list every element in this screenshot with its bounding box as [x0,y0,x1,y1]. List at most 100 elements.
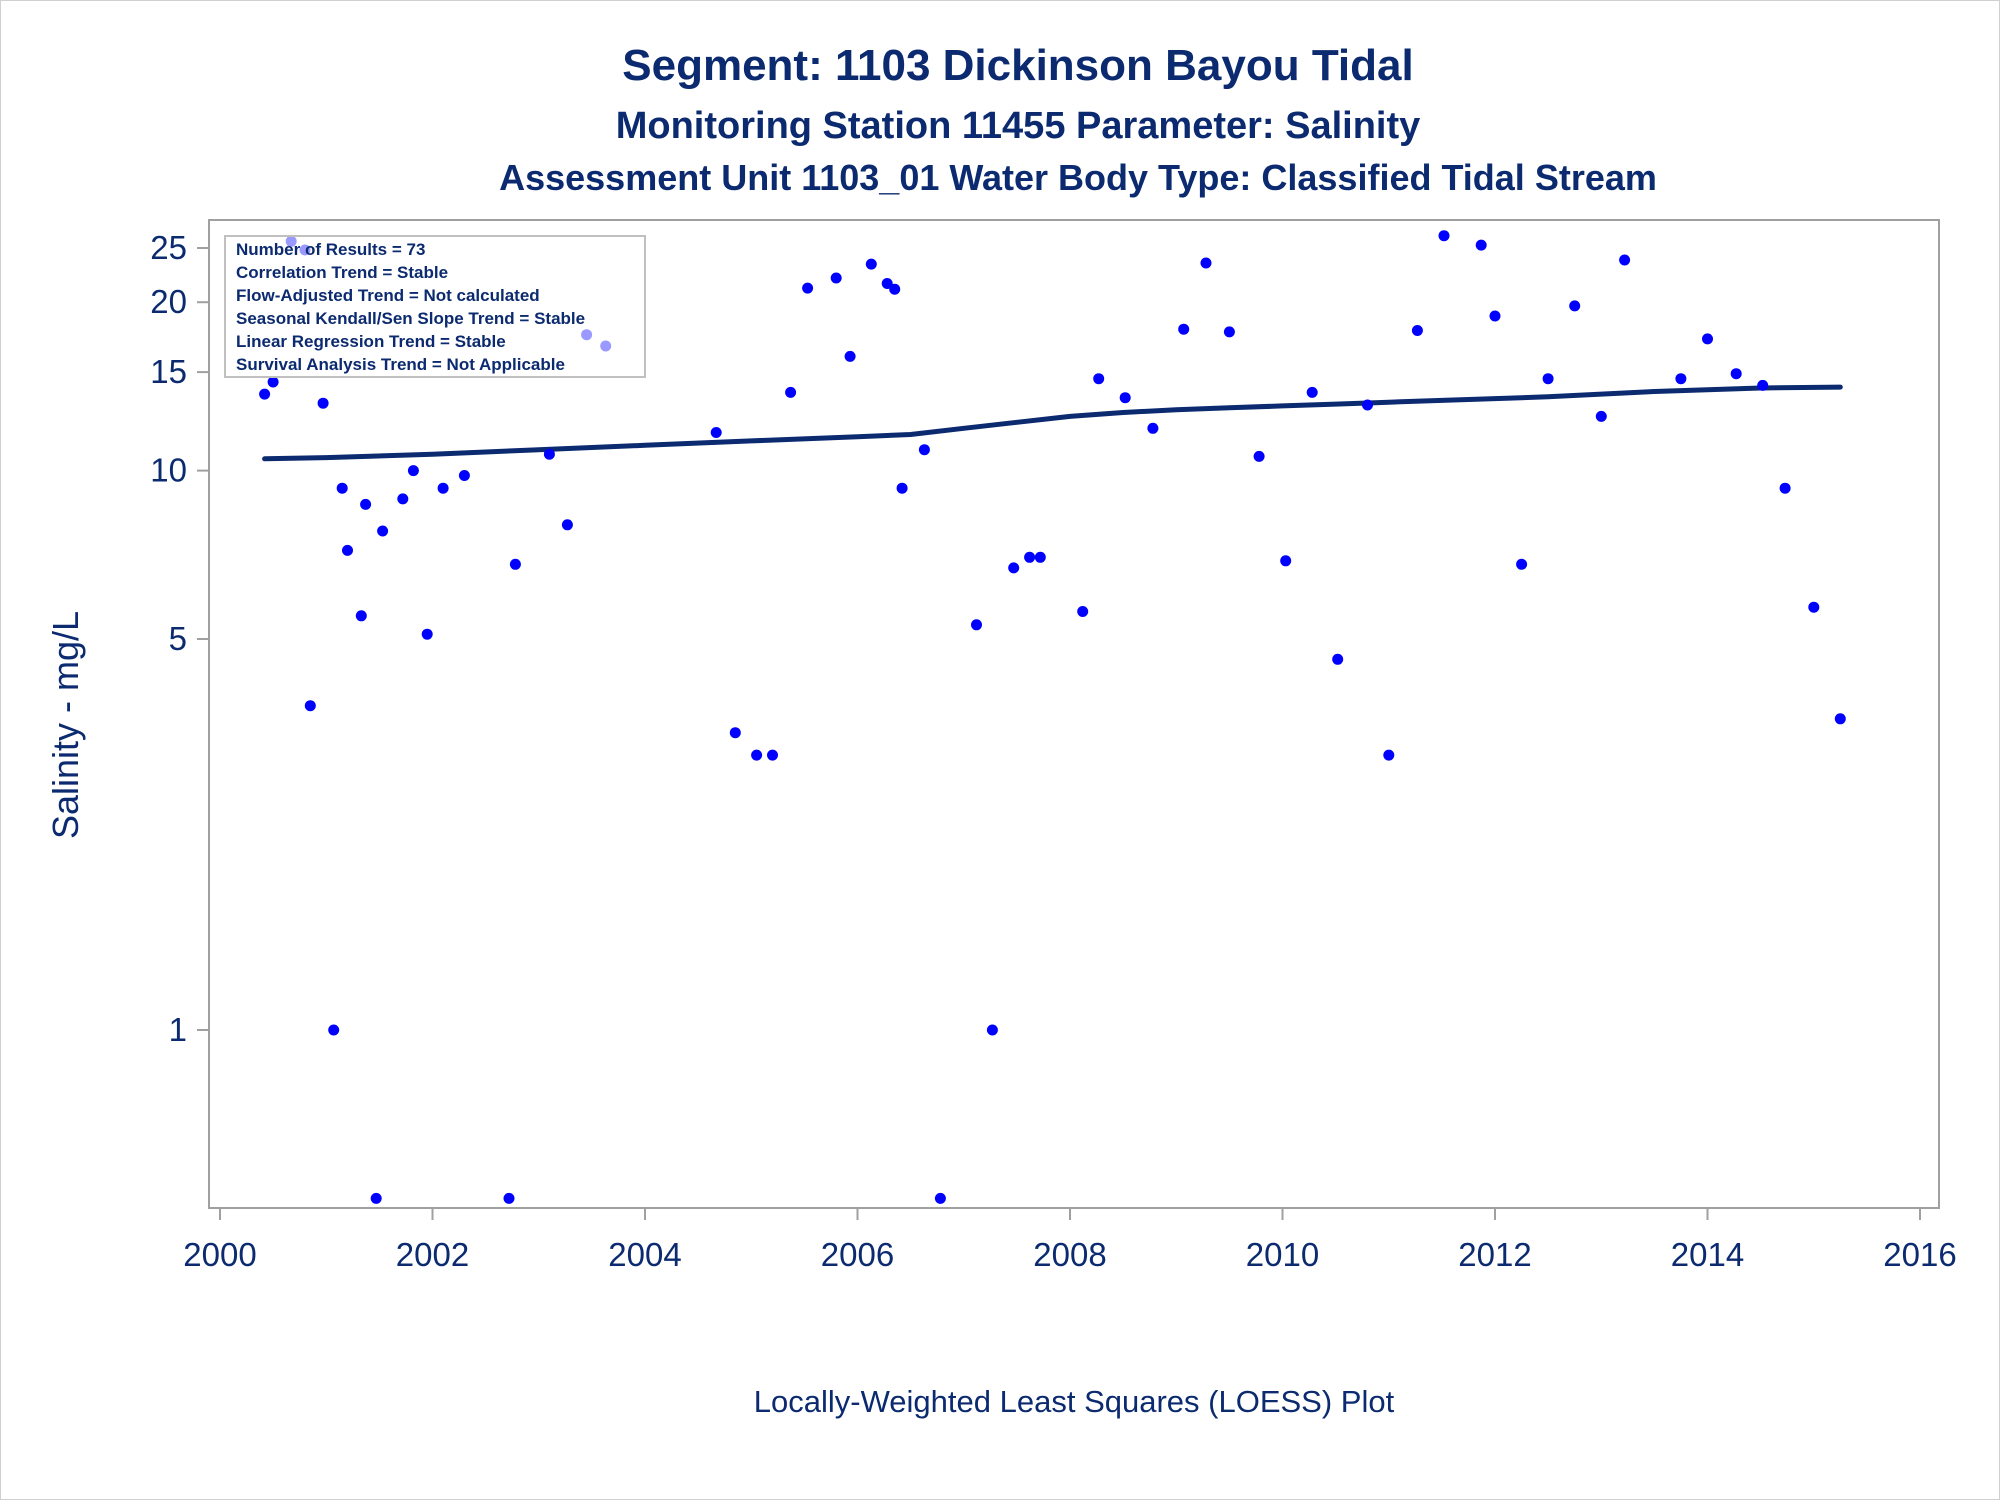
data-point [1516,558,1528,570]
data-point [1147,422,1159,434]
data-point [934,1192,946,1204]
chart-title: Segment: 1103 Dickinson Bayou Tidal [622,41,1413,90]
data-point [830,272,842,284]
data-point [397,493,409,505]
data-point [360,498,372,510]
loess-line [262,384,1843,462]
data-point [458,470,470,481]
data-point [1077,606,1089,617]
data-point [267,376,279,388]
x-axis: 2000 2002 2004 2006 2008 2010 2012 2014 2016 [183,1208,1957,1273]
data-point [1489,310,1501,322]
data-point [1779,482,1791,494]
y-tick-label: 20 [150,283,187,320]
data-point [971,619,982,631]
data-point [503,1192,515,1204]
data-point [1362,399,1373,411]
data-point [1024,551,1036,563]
data-point [1119,392,1131,404]
data-point [543,448,555,460]
data-point [889,283,901,295]
data-point [1223,326,1235,338]
data-point [1093,373,1105,385]
y-tick-label: 5 [169,620,187,657]
y-tick-label: 15 [150,353,187,390]
data-point [1675,373,1687,385]
data-point [1834,713,1846,725]
data-point [844,350,856,362]
data-point [1280,555,1292,567]
data-point [421,628,433,640]
stats-line-seasonal-kendall: Seasonal Kendall/Sen Slope Trend = Stabl… [236,309,585,328]
plot-area [208,219,1940,1209]
data-point [865,258,877,270]
stats-line-correlation: Correlation Trend = Stable [236,263,448,282]
stats-box-frame [224,235,646,378]
data-point [881,278,893,289]
data-point [1200,257,1212,269]
data-point [767,749,778,761]
data-point [259,388,271,400]
data-point [896,482,908,494]
data-point [355,610,367,622]
chart-subtitle: Monitoring Station 11455 Parameter: Sali… [616,105,1421,147]
data-point [342,544,353,556]
data-point [1306,386,1318,398]
data-point [1569,300,1581,312]
data-point [751,749,763,761]
data-point [1178,323,1190,335]
data-point [1438,230,1450,242]
data-point [1730,368,1742,380]
data-point [1619,254,1631,266]
data-point [1595,410,1607,422]
x-tick-label: 2006 [821,1236,894,1273]
data-point [1411,325,1423,336]
y-tick-label: 10 [150,452,187,489]
data-point [509,558,521,570]
data-point [785,386,797,398]
loess-line-group [262,384,1843,462]
chart-footnote: Locally-Weighted Least Squares (LOESS) P… [754,1384,1395,1419]
data-point [1008,562,1020,574]
data-point [1332,653,1344,665]
data-point [328,1024,340,1036]
data-point [317,397,329,409]
chart-subtitle-2: Assessment Unit 1103_01 Water Body Type:… [499,157,1657,198]
data-point [304,700,316,712]
stats-line-survival-analysis: Survival Analysis Trend = Not Applicable [236,355,565,374]
data-point [1702,333,1713,345]
x-tick-label: 2002 [396,1236,469,1273]
data-point [986,1024,998,1036]
data-point [437,482,449,494]
stats-line-linear-regression: Linear Regression Trend = Stable [236,332,506,351]
y-tick-label: 25 [150,229,187,266]
data-point [377,525,389,537]
x-tick-label: 2014 [1671,1236,1744,1273]
x-tick-label: 2008 [1033,1236,1106,1273]
x-tick-label: 2004 [608,1236,681,1273]
data-point [802,282,814,294]
data-point [918,444,930,456]
y-tick-label: 1 [169,1011,187,1048]
data-point [370,1192,382,1204]
data-point [336,482,348,494]
data-point [729,727,741,739]
x-tick-label: 2000 [183,1236,256,1273]
x-tick-label: 2010 [1246,1236,1319,1273]
x-tick-label: 2012 [1458,1236,1531,1273]
stats-line-results: Number of Results = 73 [236,240,425,259]
data-point [407,465,419,477]
y-axis-label: Salinity - mg/L [45,611,86,839]
data-point [1757,379,1769,391]
data-point [710,427,722,438]
data-point [1383,749,1395,761]
data-point [1034,551,1046,563]
data-point [561,519,573,531]
data-point [1542,373,1554,385]
stats-box: Number of Results = 73 Correlation Trend… [224,235,646,378]
x-tick-label: 2016 [1883,1236,1956,1273]
stats-line-flow-adjusted: Flow-Adjusted Trend = Not calculated [236,286,540,305]
data-point [1808,601,1820,613]
